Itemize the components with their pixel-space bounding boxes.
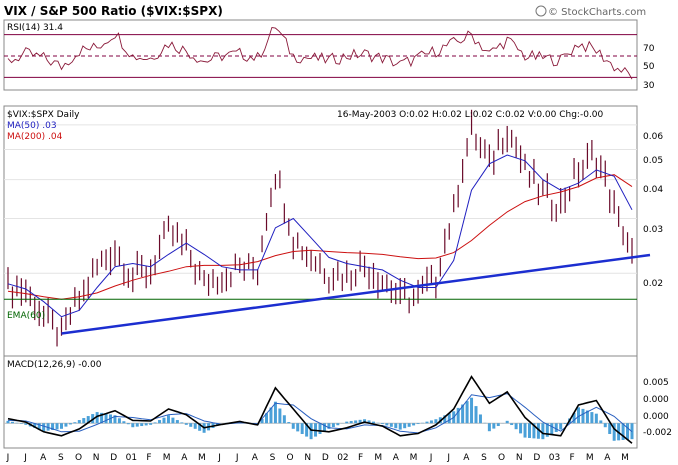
x-tick-label: S [58,453,64,463]
macd-tick-0005: 0.005 [643,378,669,388]
x-tick-label: J [446,453,450,463]
price-layer [4,109,651,347]
x-tick-label: A [463,453,470,463]
macd-tick-0000a: 0.000 [643,395,669,405]
x-tick-label: F [358,453,363,463]
quote-readout: 16-May-2003 O:0.02 H:0.02 L:0.02 C:0.02 … [337,110,604,120]
x-tick-label: D [322,453,329,463]
x-tick-label: A [252,453,259,463]
rsi-layer [4,26,637,80]
x-tick-label: 03 [549,453,560,463]
x-tick-label: A [604,453,611,463]
support-trendline [61,253,651,335]
macd-axis: 0.005 0.000 0.000 -0.002 [643,378,672,438]
x-tick-label: D [110,453,117,463]
x-tick-label: N [93,453,100,463]
rsi-tick-70: 70 [643,44,655,54]
x-tick-label: J [6,453,10,463]
x-tick-label: D [533,453,540,463]
price-tick-005: 0.05 [643,156,663,166]
x-tick-label: F [146,453,151,463]
ma50-legend: MA(50) .03 [7,121,57,131]
chart-title: VIX / S&P 500 Ratio ($VIX:$SPX) [4,4,223,18]
rsi-line [7,26,633,80]
macd-label: MACD(12,26,9) -0.00 [7,360,102,370]
x-axis: J J A S O N D 01 F M A M J J A S O N D 02 F M A M J J A S O N D 03 F M A M [6,453,629,463]
x-tick-label: A [40,453,47,463]
macd-tick-m0002: -0.002 [643,428,672,438]
x-tick-label: N [304,453,311,463]
ma200-legend: MA(200) .04 [7,132,63,142]
x-tick-label: M [374,453,382,463]
x-tick-label: A [181,453,188,463]
rsi-label: RSI(14) 31.4 [7,23,63,33]
symbol-label: $VIX:$SPX Daily [7,110,80,120]
x-tick-label: O [75,453,82,463]
source-credit: © StockCharts.com [548,7,646,18]
price-tick-006: 0.06 [643,132,663,142]
price-tick-004: 0.04 [643,185,663,195]
macd-signal-line [7,393,633,434]
x-tick-label: O [287,453,294,463]
ema-legend: EMA(60) [7,311,45,321]
macd-line [7,375,633,444]
price-tick-003: 0.03 [643,225,663,235]
x-tick-label: A [393,453,400,463]
x-tick-label: J [235,453,239,463]
x-tick-label: J [217,453,221,463]
price-panel-frame [3,105,638,357]
x-tick-label: F [570,453,575,463]
x-tick-label: M [410,453,418,463]
x-tick-label: N [516,453,523,463]
ma50-line [7,154,633,318]
x-tick-label: J [23,453,27,463]
stockcharts-logo: © StockCharts.com [535,5,646,18]
ma200-line [7,174,633,300]
macd-layer [4,375,637,444]
macd-tick-0000b: 0.000 [643,412,669,422]
x-tick-label: M [621,453,629,463]
x-tick-label: M [198,453,206,463]
rsi-axis: 70 50 30 [643,44,655,91]
x-tick-label: J [429,453,433,463]
x-tick-label: O [498,453,505,463]
price-tick-002: 0.02 [643,279,663,289]
rsi-tick-50: 50 [643,62,655,72]
rsi-tick-30: 30 [643,81,655,91]
price-axis: 0.06 0.05 0.04 0.03 0.02 [643,132,663,289]
x-tick-label: 01 [126,453,137,463]
x-tick-label: S [481,453,487,463]
x-tick-label: 02 [337,453,348,463]
x-tick-label: M [586,453,594,463]
x-tick-label: M [163,453,171,463]
x-tick-label: S [270,453,276,463]
